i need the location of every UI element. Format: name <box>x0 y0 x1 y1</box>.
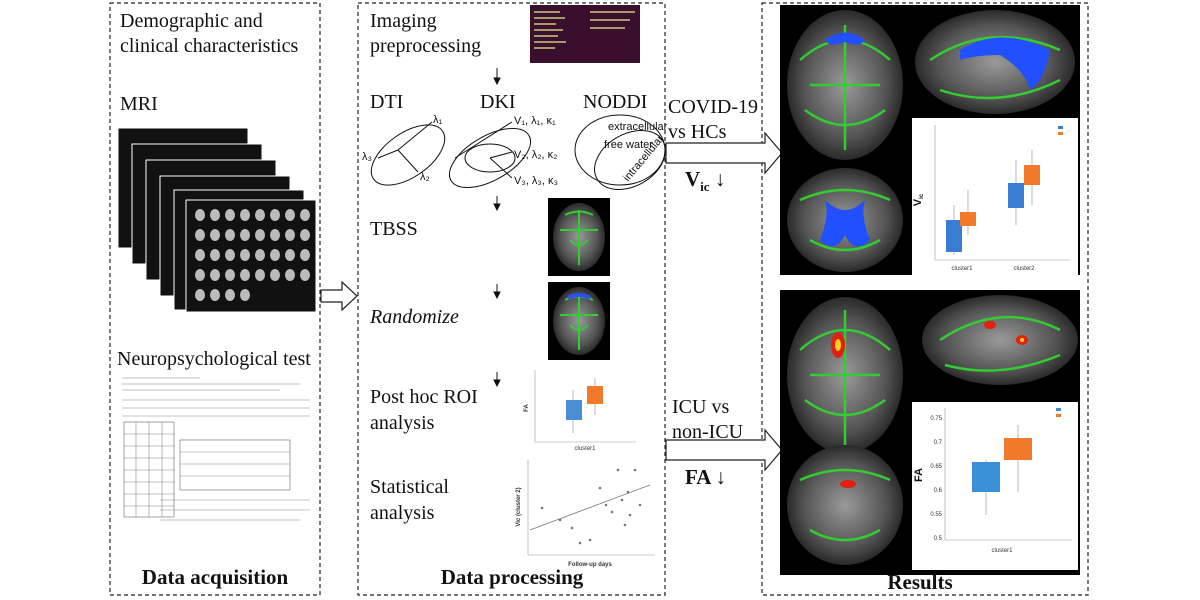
axis-label: cluster1 <box>574 446 596 452</box>
demographic-line: Demographic and <box>120 10 263 32</box>
step-label: Randomize <box>369 306 459 328</box>
down-arrow <box>493 68 501 388</box>
y-tick-label: 0.6 <box>934 488 943 494</box>
compartment-label: extracellular <box>608 121 668 133</box>
mri-label: MRI <box>120 93 158 115</box>
step-label: Statistical <box>370 476 449 498</box>
category-label: cluster1 <box>951 266 973 272</box>
panel-title: Results <box>887 570 952 594</box>
results-frame <box>761 2 1089 596</box>
y-tick-label: 0.7 <box>934 440 943 446</box>
processing-frame <box>357 2 666 596</box>
step-label: TBSS <box>370 218 418 240</box>
flow-arrow <box>665 131 783 175</box>
flow-arrow <box>665 428 783 472</box>
compartment-label: free water <box>604 139 653 151</box>
comparison-label: non-ICU <box>672 421 744 443</box>
dki-ellipsoid <box>449 121 531 188</box>
flow-arrow <box>320 280 358 312</box>
scatter-chart <box>527 460 655 556</box>
model-label: DKI <box>480 91 516 113</box>
tbss-image <box>548 198 610 276</box>
terminal-image <box>530 5 640 63</box>
neuro-label: Neuropsychological test <box>117 348 311 370</box>
step-label: preprocessing <box>370 35 481 57</box>
category-label: cluster1 <box>991 548 1013 554</box>
step-label: analysis <box>370 502 435 524</box>
axis-label: λ₂ <box>420 171 430 183</box>
model-label: NODDI <box>583 91 647 113</box>
demographic-line: clinical characteristics <box>120 35 298 57</box>
finding: FA ↓ <box>685 465 726 489</box>
axis-label: Vic <box>912 193 925 206</box>
axis-label: λ₁ <box>433 114 443 126</box>
axis-label: FA <box>913 468 925 482</box>
panel-title: Data processing <box>441 565 584 589</box>
finding: Vic ↓ <box>685 167 725 194</box>
comparison-label: vs HCs <box>668 121 727 143</box>
dti-ellipsoid <box>370 121 446 186</box>
panel-title: Data acquisition <box>142 565 289 589</box>
y-tick-label: 0.75 <box>930 416 942 422</box>
randomize-image <box>548 282 610 360</box>
y-tick-label: 0.55 <box>930 512 942 518</box>
acquisition-frame <box>109 2 321 596</box>
noddi-diagram <box>574 114 666 190</box>
axis-label: V₁, λ₁, κ₁ <box>514 115 556 127</box>
questionnaire-image <box>120 372 310 527</box>
comparison-label: ICU vs <box>672 396 729 418</box>
step-label: Imaging <box>370 10 437 32</box>
model-label: DTI <box>370 91 403 113</box>
axis-label: V₃, λ₃, κ₃ <box>514 175 558 187</box>
axis-label: FA <box>524 404 530 412</box>
y-tick-labels: 0.75 0.7 0.65 0.6 0.55 0.5 <box>930 416 942 542</box>
result-brains-bottom <box>780 290 1080 575</box>
step-label: Post hoc ROI <box>370 386 478 408</box>
axis-label: Follow-up days <box>568 562 612 568</box>
step-label: analysis <box>370 412 435 434</box>
mri-stack <box>117 127 317 313</box>
axis-label: V₂, λ₂, κ₂ <box>514 149 557 161</box>
category-label: cluster2 <box>1013 266 1035 272</box>
y-tick-label: 0.5 <box>934 536 943 542</box>
result-brains-top <box>780 5 1080 275</box>
comparison-label: COVID-19 <box>668 96 758 118</box>
axis-label: λ₃ <box>362 151 372 163</box>
axis-label: Vic (cluster 2) <box>516 487 522 526</box>
posthoc-chart <box>522 366 640 452</box>
y-tick-label: 0.65 <box>930 464 942 470</box>
